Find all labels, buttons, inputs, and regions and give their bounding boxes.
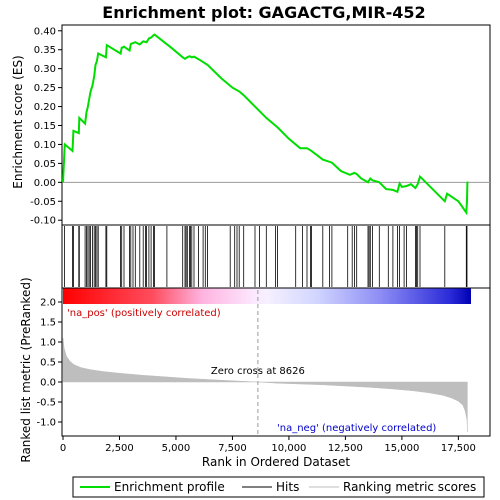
legend-metric-label: Ranking metric scores (343, 480, 476, 494)
metric-y-tick-label: 0.0 (40, 378, 56, 389)
ranking-metric-area (62, 337, 468, 433)
es-y-tick-label: 0.05 (34, 159, 56, 170)
x-tick-label: 12,500 (328, 443, 363, 454)
es-y-tick-label: 0.35 (34, 45, 56, 56)
metric-y-axis: -1.0 -0.5 0.0 0.5 1.0 1.5 2.0 (36, 298, 62, 429)
legend-frame (72, 476, 485, 498)
neg-correlated-label: 'na_neg' (negatively correlated) (277, 423, 436, 434)
metric-y-tick-label: -0.5 (36, 398, 56, 409)
metric-y-tick-label: -1.0 (36, 418, 56, 429)
es-y-tick-label: 0.10 (34, 140, 56, 151)
chart-title: Enrichment plot: GAGACTG,MIR-452 (102, 3, 425, 22)
legend: Enrichment profile Hits Ranking metric s… (72, 476, 485, 498)
es-y-tick-label: 0.20 (34, 102, 56, 113)
es-y-tick-label: -0.10 (30, 216, 56, 227)
zero-cross-label: Zero cross at 8626 (211, 366, 305, 377)
legend-hits-label: Hits (276, 480, 299, 494)
es-y-tick-label: 0.25 (34, 83, 56, 94)
es-y-axis-label: Enrichment score (ES) (11, 55, 25, 188)
x-tick-label: 7,500 (218, 443, 247, 454)
x-tick-label: 15,000 (384, 443, 419, 454)
metric-y-tick-label: 1.5 (40, 318, 56, 329)
es-y-tick-label: 0.30 (34, 64, 56, 75)
es-y-tick-label: 0.15 (34, 121, 56, 132)
metric-y-tick-label: 0.5 (40, 358, 56, 369)
metric-y-axis-label: Ranked list metric (PreRanked) (19, 277, 33, 462)
x-axis: 0 2,500 5,000 7,500 10,000 12,500 15,000 17,500 (60, 436, 476, 454)
es-y-tick-label: -0.05 (30, 197, 56, 208)
x-tick-label: 5,000 (162, 443, 191, 454)
x-axis-label: Rank in Ordered Dataset (202, 455, 350, 469)
x-tick-label: 0 (60, 443, 66, 454)
x-tick-label: 10,000 (271, 443, 306, 454)
x-tick-label: 17,500 (441, 443, 476, 454)
hits-panel-frame (61, 224, 491, 289)
hits-group (64, 226, 468, 287)
es-y-tick-label: 0.40 (34, 26, 56, 37)
legend-enrichment-label: Enrichment profile (114, 480, 225, 494)
enrichment-profile-line (62, 33, 469, 216)
metric-y-tick-label: 2.0 (40, 298, 56, 309)
rank-color-bar (63, 288, 471, 304)
es-y-tick-label: 0.00 (34, 178, 56, 189)
x-tick-label: 2,500 (105, 443, 134, 454)
es-y-axis: -0.10 -0.05 0.00 0.05 0.10 0.15 0.20 0.25 0.30 0.… (30, 26, 62, 227)
pos-correlated-label: 'na_pos' (positively correlated) (67, 308, 221, 319)
metric-y-tick-label: 1.0 (40, 338, 56, 349)
